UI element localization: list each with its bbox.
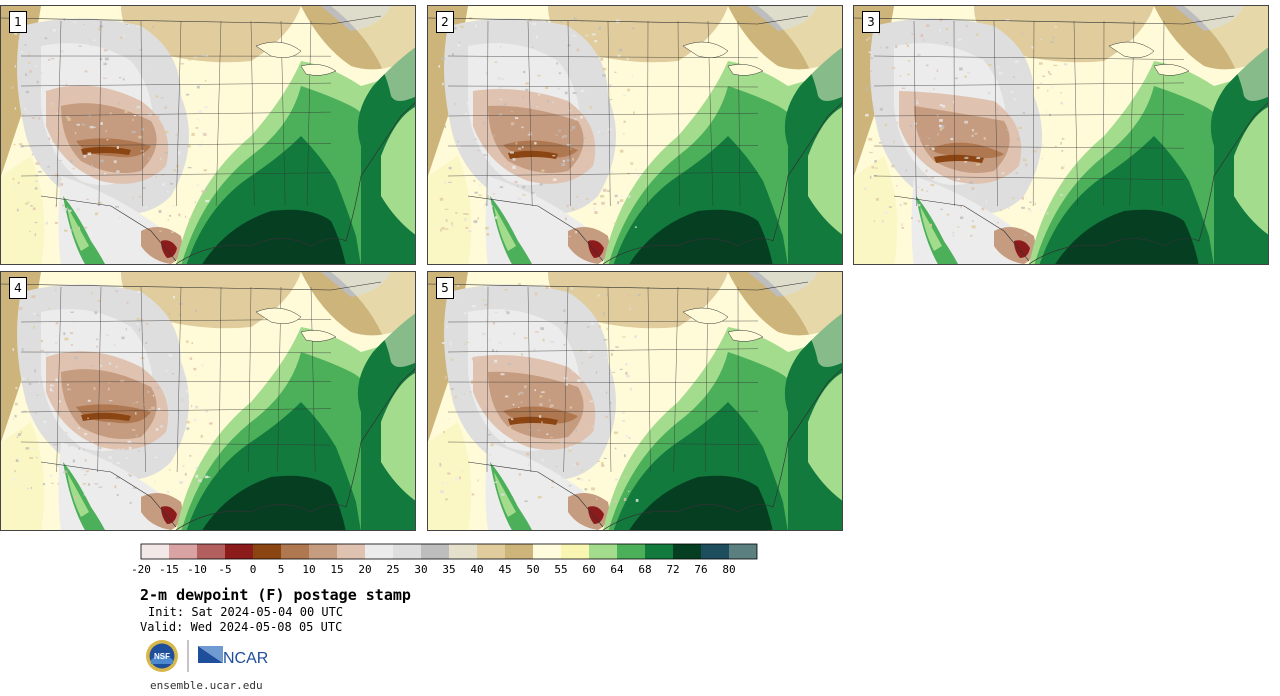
colorbar-tick-label: 76 <box>694 563 708 576</box>
chart-title: 2-m dewpoint (F) postage stamp <box>140 586 411 604</box>
member-label: 2 <box>436 11 454 33</box>
colorbar-tick-label: 30 <box>414 563 428 576</box>
colorbar-swatch <box>701 544 729 559</box>
dewpoint-map <box>428 6 842 264</box>
colorbar-swatch <box>673 544 701 559</box>
colorbar-tick-label: -10 <box>187 563 207 576</box>
colorbar-swatch <box>337 544 365 559</box>
colorbar-swatch <box>589 544 617 559</box>
member-panel-2: 2 <box>427 5 843 265</box>
colorbar-swatch <box>421 544 449 559</box>
member-panel-3: 3 <box>853 5 1269 265</box>
colorbar-swatch <box>617 544 645 559</box>
member-label: 4 <box>9 277 27 299</box>
colorbar-tick-label: 50 <box>526 563 540 576</box>
colorbar-swatch <box>477 544 505 559</box>
member-panel-5: 5 <box>427 271 843 531</box>
colorbar-tick-label: 60 <box>582 563 596 576</box>
colorbar-swatch <box>645 544 673 559</box>
nsf-text: NSF <box>154 652 170 661</box>
colorbar-tick-label: 10 <box>302 563 316 576</box>
colorbar-swatch <box>505 544 533 559</box>
valid-time: Valid: Wed 2024-05-08 05 UTC <box>140 620 343 634</box>
member-panel-1: 1 <box>0 5 416 265</box>
colorbar-swatch <box>365 544 393 559</box>
ncar-logo: NCAR <box>198 646 268 667</box>
colorbar <box>140 543 758 560</box>
colorbar-tick-label: 40 <box>470 563 484 576</box>
colorbar-tick-label: 15 <box>330 563 344 576</box>
colorbar-swatch <box>281 544 309 559</box>
colorbar-swatch <box>533 544 561 559</box>
member-label: 3 <box>862 11 880 33</box>
colorbar-swatch <box>449 544 477 559</box>
colorbar-swatch <box>309 544 337 559</box>
colorbar-swatch <box>225 544 253 559</box>
colorbar-swatch <box>561 544 589 559</box>
colorbar-ticks: -20 -15 -10 -5 0 5 10 15 20 25 30 35 40 45 50 55 60 64 68 7… <box>131 563 760 579</box>
colorbar-swatch <box>729 544 757 559</box>
dewpoint-map <box>1 272 415 530</box>
colorbar-tick-label: -15 <box>159 563 179 576</box>
colorbar-swatch <box>393 544 421 559</box>
dewpoint-map <box>428 272 842 530</box>
ncar-text: NCAR <box>223 650 268 667</box>
colorbar-tick-label: 25 <box>386 563 400 576</box>
colorbar-swatch <box>169 544 197 559</box>
colorbar-swatch <box>141 544 169 559</box>
colorbar-tick-label: -5 <box>218 563 232 576</box>
member-label: 5 <box>436 277 454 299</box>
colorbar-swatch <box>253 544 281 559</box>
colorbar-tick-label: 64 <box>610 563 624 576</box>
colorbar-tick-label: 80 <box>722 563 736 576</box>
member-panel-4: 4 <box>0 271 416 531</box>
colorbar-tick-label: 68 <box>638 563 652 576</box>
colorbar-tick-label: 45 <box>498 563 512 576</box>
colorbar-tick-label: 72 <box>666 563 680 576</box>
colorbar-tick-label: 0 <box>249 563 257 576</box>
colorbar-tick-label: 35 <box>442 563 456 576</box>
colorbar-tick-label: 20 <box>358 563 372 576</box>
member-label: 1 <box>9 11 27 33</box>
dewpoint-map <box>1 6 415 264</box>
nsf-logo: NSF <box>146 640 178 672</box>
init-time: Init: Sat 2024-05-04 00 UTC <box>148 605 344 619</box>
colorbar-swatch <box>197 544 225 559</box>
dewpoint-map <box>854 6 1268 264</box>
colorbar-tick-label: 5 <box>277 563 285 576</box>
logos: NSF NCAR <box>146 640 268 672</box>
colorbar-tick-label: 55 <box>554 563 568 576</box>
footer-url: ensemble.ucar.edu <box>150 679 263 692</box>
colorbar-tick-label: -20 <box>131 563 151 576</box>
